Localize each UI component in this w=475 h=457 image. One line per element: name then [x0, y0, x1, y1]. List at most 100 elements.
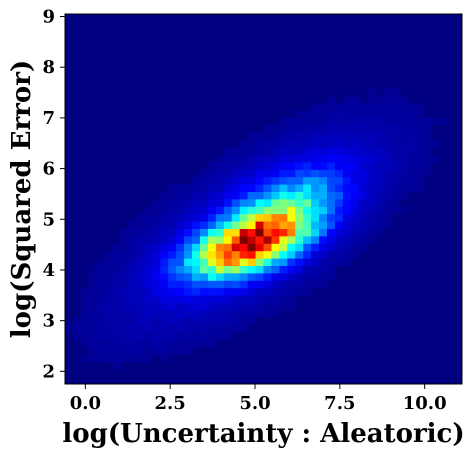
heatmap-cell — [239, 280, 249, 289]
heatmap-cell — [104, 332, 114, 340]
heatmap-cell — [160, 347, 169, 355]
heatmap-cell — [342, 258, 352, 266]
heatmap-cell — [176, 273, 185, 281]
heatmap-cell — [120, 310, 129, 318]
heatmap-cell — [279, 228, 288, 237]
heatmap-cell — [247, 206, 256, 215]
heatmap-cell — [152, 287, 161, 296]
heatmap-cell — [295, 162, 304, 170]
heatmap-cell — [350, 162, 360, 170]
heatmap-cell — [255, 250, 264, 259]
heatmap-cell — [342, 110, 352, 118]
heatmap-cell — [342, 117, 352, 126]
heatmap-cell — [398, 169, 407, 178]
heatmap-cell — [199, 206, 209, 215]
heatmap-cell — [311, 162, 320, 170]
heatmap-cell — [207, 176, 217, 185]
heatmap-cell — [422, 117, 431, 126]
heatmap-cell — [136, 228, 145, 237]
heatmap-cell — [382, 132, 391, 141]
heatmap-cell — [144, 354, 153, 363]
heatmap-cell — [120, 236, 129, 244]
heatmap-cell — [366, 191, 376, 200]
heatmap-cell — [303, 236, 312, 244]
heatmap-cell — [295, 110, 304, 118]
heatmap-cell — [152, 295, 161, 303]
heatmap-cell — [398, 125, 407, 133]
heatmap-cell — [168, 258, 177, 266]
heatmap-cell — [192, 339, 201, 348]
heatmap-cell — [247, 191, 256, 200]
heatmap-cell — [382, 221, 391, 229]
heatmap-cell — [255, 265, 264, 274]
heatmap-cell — [136, 280, 145, 289]
heatmap-cell — [311, 191, 320, 200]
heatmap-cell — [382, 169, 391, 178]
heatmap-cell — [374, 162, 383, 170]
heatmap-cell — [342, 221, 352, 229]
heatmap-cell — [430, 154, 439, 163]
heatmap-cell — [319, 243, 328, 252]
heatmap-cell — [295, 273, 304, 281]
heatmap-cell — [334, 162, 344, 170]
heatmap-cell — [207, 339, 217, 348]
heatmap-cell — [128, 236, 137, 244]
heatmap-cell — [279, 147, 288, 155]
heatmap-cell — [327, 265, 336, 274]
heatmap-cell — [199, 317, 209, 326]
heatmap-cell — [231, 287, 241, 296]
heatmap-cell — [350, 169, 360, 178]
heatmap-cell — [382, 117, 391, 126]
heatmap-cell — [287, 302, 296, 311]
heatmap-cell — [319, 102, 328, 111]
heatmap-cell — [120, 339, 129, 348]
heatmap-cell — [184, 206, 193, 215]
heatmap-cell — [279, 169, 288, 178]
heatmap-cell — [271, 184, 280, 192]
heatmap-cell — [184, 265, 193, 274]
heatmap-cell — [168, 295, 177, 303]
heatmap-cell — [199, 273, 209, 281]
heatmap-cell — [263, 184, 272, 192]
heatmap-cell — [279, 191, 288, 200]
heatmap-cell — [136, 354, 145, 363]
heatmap-cell — [311, 265, 320, 274]
heatmap-cell — [271, 250, 280, 259]
heatmap-cell — [239, 324, 249, 333]
heatmap-cell — [342, 191, 352, 200]
heatmap-cell — [223, 206, 233, 215]
heatmap-cell — [239, 162, 249, 170]
heatmap-cell — [358, 191, 368, 200]
heatmap-cell — [382, 154, 391, 163]
heatmap-cell — [120, 287, 129, 296]
heatmap-cell — [239, 213, 249, 222]
heatmap-cell — [239, 147, 249, 155]
heatmap-cell — [334, 221, 344, 229]
heatmap-cell — [239, 258, 249, 266]
heatmap-cell — [303, 125, 312, 133]
heatmap-cell — [319, 184, 328, 192]
heatmap-cell — [231, 184, 241, 192]
heatmap-cell — [295, 265, 304, 274]
heatmap-cell — [160, 221, 169, 229]
heatmap-cell — [350, 139, 360, 148]
heatmap-cell — [319, 258, 328, 266]
heatmap-cell — [311, 139, 320, 148]
heatmap-cell — [382, 176, 391, 185]
heatmap-cell — [311, 169, 320, 178]
heatmap-cell — [215, 302, 225, 311]
heatmap-cell — [112, 317, 121, 326]
heatmap-cell — [287, 250, 296, 259]
heatmap-cell — [215, 295, 225, 303]
heatmap-cell — [327, 154, 336, 163]
heatmap-cell — [350, 102, 360, 111]
y-tick-label: 7 — [42, 108, 55, 129]
heatmap-cell — [350, 221, 360, 229]
heatmap-cell — [327, 236, 336, 244]
heatmap-cell — [319, 280, 328, 289]
heatmap-cell — [168, 273, 177, 281]
heatmap-cell — [207, 310, 217, 318]
heatmap-cell — [382, 95, 391, 104]
heatmap-cell — [96, 295, 106, 303]
heatmap-cell — [215, 162, 225, 170]
